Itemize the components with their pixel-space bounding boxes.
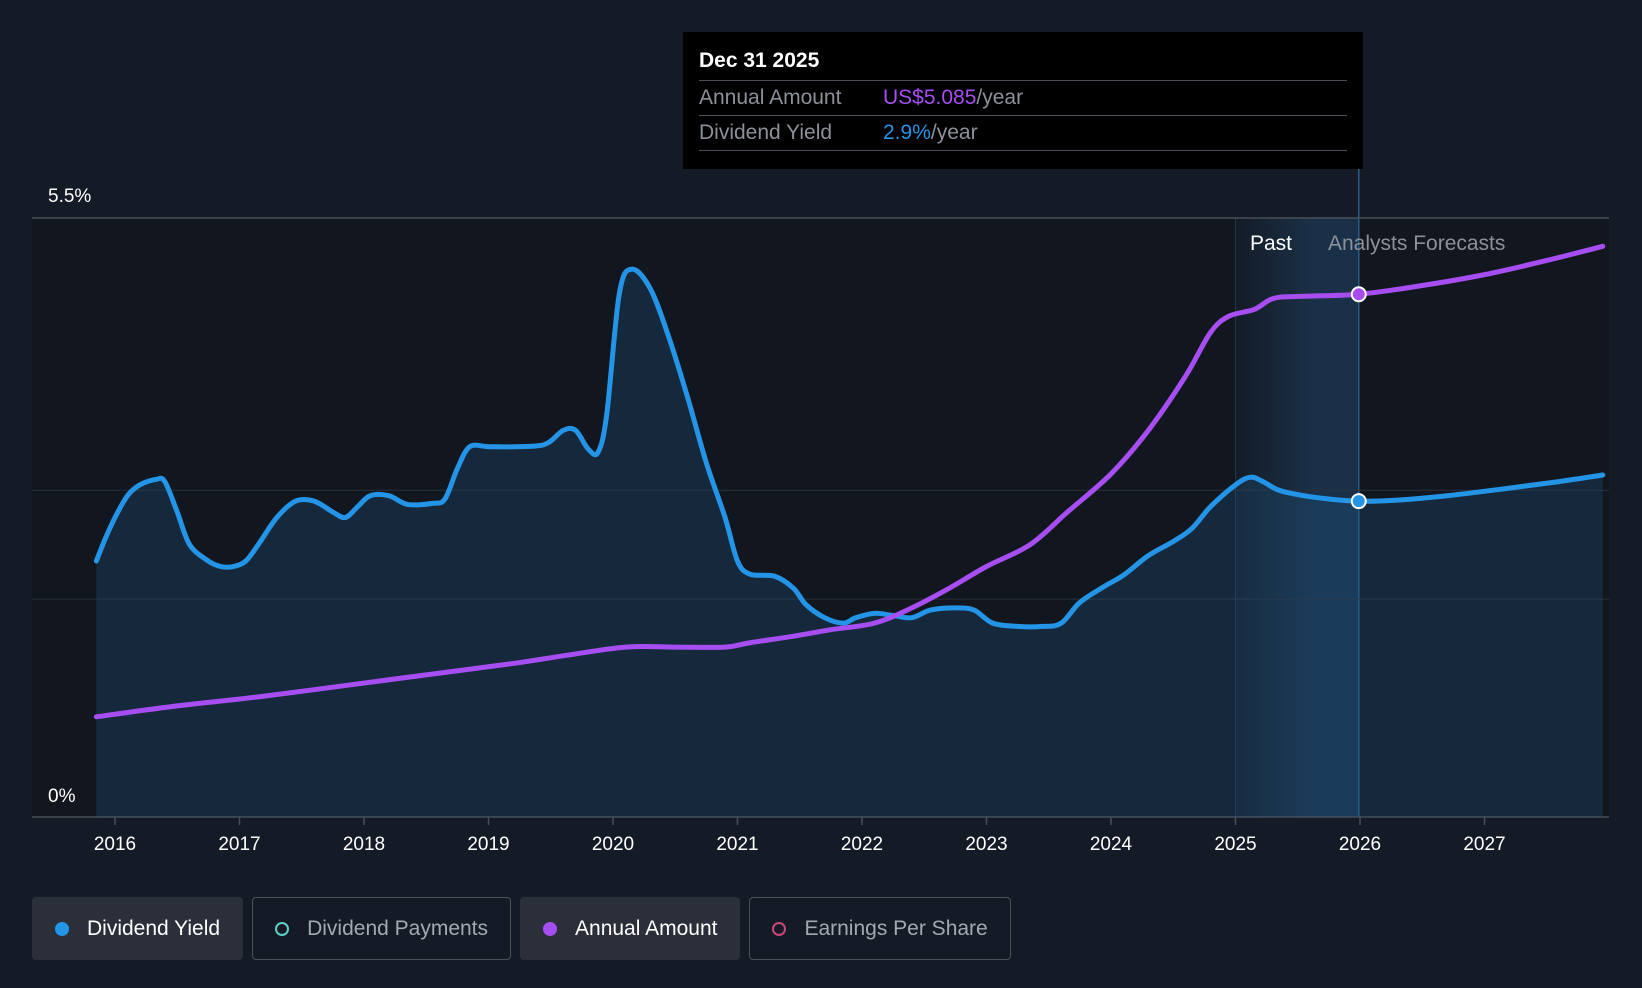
x-tick-label: 2019 — [467, 834, 509, 855]
legend-label: Dividend Payments — [307, 916, 489, 940]
tooltip-row-dividend-yield: Dividend Yield 2.9% /year — [699, 115, 1347, 151]
region-label-forecast: Analysts Forecasts — [1328, 232, 1505, 255]
tooltip-value: 2.9% — [883, 121, 931, 144]
legend-dividend-yield[interactable]: Dividend Yield — [32, 897, 244, 960]
legend-earnings-per-share[interactable]: Earnings Per Share — [749, 897, 1011, 960]
dividend-yield-line — [93, 266, 1606, 630]
tooltip-label: Annual Amount — [699, 86, 842, 109]
legend-label: Annual Amount — [575, 916, 718, 940]
x-tick-label: 2027 — [1463, 834, 1505, 855]
tooltip-label: Dividend Yield — [699, 121, 833, 144]
x-tick-label: 2026 — [1339, 834, 1381, 855]
annual-amount-line — [93, 243, 1606, 720]
tooltip-value: US$5.085 — [883, 86, 977, 109]
legend-dividend-payments[interactable]: Dividend Payments — [252, 897, 512, 960]
legend-label: Earnings Per Share — [804, 916, 988, 940]
chart-tooltip: Dec 31 2025 Annual Amount US$5.085 /year… — [683, 32, 1363, 169]
dividend-yield-area — [96, 269, 1603, 818]
x-tick-label: 2016 — [94, 834, 136, 855]
y-tick-label-bottom: 0% — [48, 786, 76, 807]
forecast-highlight-band — [1310, 218, 1359, 817]
hollow-dot-icon — [275, 921, 290, 936]
tooltip-row-annual-amount: Annual Amount US$5.085 /year — [699, 80, 1347, 115]
x-tick-label: 2025 — [1214, 834, 1256, 855]
dividend-yield-marker — [1350, 493, 1367, 510]
region-label-past: Past — [1250, 232, 1292, 255]
x-tick-label: 2021 — [716, 834, 758, 855]
x-tick-label: 2020 — [592, 834, 634, 855]
legend-annual-amount[interactable]: Annual Amount — [520, 897, 741, 960]
filled-dot-icon — [543, 921, 558, 936]
legend-label: Dividend Yield — [87, 916, 221, 940]
tooltip-date: Dec 31 2025 — [699, 49, 820, 72]
x-tick-label: 2024 — [1090, 834, 1133, 855]
hollow-dot-icon — [772, 921, 787, 936]
x-tick-label: 2022 — [841, 834, 883, 855]
tooltip-unit: /year — [930, 121, 978, 144]
filled-dot-icon — [55, 921, 69, 936]
x-tick-label: 2017 — [218, 834, 260, 855]
dividend-chart: 2016 2017 2018 2019 2020 2021 2022 2023 2024 2025… — [32, 169, 1609, 855]
y-tick-label-top: 5.5% — [48, 186, 91, 207]
annual-amount-marker — [1350, 286, 1367, 303]
x-tick-label: 2018 — [343, 834, 385, 855]
tooltip-unit: /year — [976, 86, 1024, 109]
past-region — [1235, 218, 1311, 817]
x-tick-label: 2023 — [965, 834, 1007, 855]
chart-legend: Dividend Yield Dividend Payments Annual … — [32, 897, 1011, 960]
